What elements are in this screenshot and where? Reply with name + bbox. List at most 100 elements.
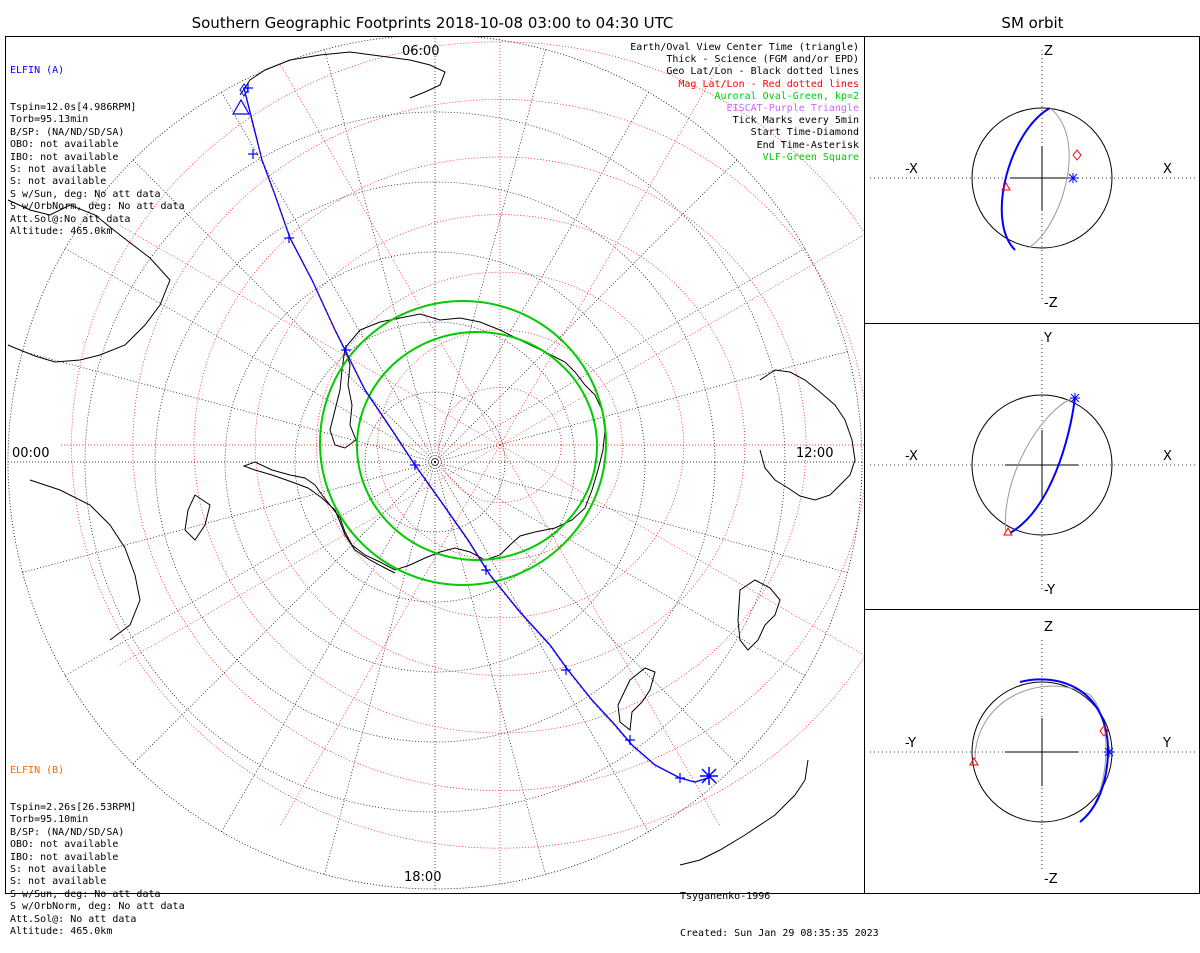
legend-item: VLF-Green Square <box>762 151 859 163</box>
geo-lon-line <box>132 461 436 765</box>
elfin-b-line: S: not available <box>10 864 107 876</box>
tick-mark <box>243 83 253 93</box>
elfin-a-line: Att.Sol@:No att data <box>10 213 131 225</box>
polar-map <box>7 37 864 890</box>
auroral-oval <box>319 300 607 586</box>
page-title: Southern Geographic Footprints 2018-10-0… <box>191 14 674 32</box>
elfin-a-line: OBO: not available <box>10 139 119 151</box>
time-label-top: 06:00 <box>402 44 440 59</box>
end-time-asterisk <box>700 767 718 785</box>
indian-ocean-coast <box>679 759 809 866</box>
elfin-b-line: S: not available <box>10 876 107 888</box>
created-timestamp: Created: Sun Jan 29 08:35:35 2023 <box>680 928 879 940</box>
tick-mark <box>675 773 685 783</box>
mag-lat-circle <box>132 99 864 791</box>
geo-lon-line <box>434 351 848 463</box>
tick-mark <box>248 149 258 159</box>
time-label-right: 12:00 <box>796 446 834 461</box>
geo-lon-line <box>434 461 848 573</box>
elfin-b-line: IBO: not available <box>10 851 119 863</box>
legend: Earth/Oval View Center Time (triangle) Th… <box>630 42 859 164</box>
geo-lon-line <box>434 461 546 875</box>
elfin-a-line: IBO: not available <box>10 151 119 163</box>
elfin-b-line: Att.Sol@: No att data <box>10 913 137 925</box>
sm-orbit-xy <box>870 340 1198 590</box>
geo-lon-line <box>434 461 738 765</box>
elfin-b-line: B/SP: (NA/ND/SD/SA) <box>10 826 125 838</box>
elfin-b-line: Altitude: 465.0km <box>10 926 113 938</box>
mag-lon-line <box>499 63 721 446</box>
elfin-a-line: B/SP: (NA/ND/SD/SA) <box>10 126 125 138</box>
elfin-a-line: Torb=95.13min <box>10 114 89 126</box>
elfin-a-line: S w/Sun, deg: No att data <box>10 188 161 200</box>
geo-lon-line <box>221 92 436 463</box>
legend-item: Mag Lat/Lon - Red dotted lines <box>678 78 859 90</box>
geo-lon-line <box>434 159 738 463</box>
elfin-a-name: ELFIN (A) <box>10 64 65 76</box>
mag-lon-line <box>499 234 864 446</box>
legend-item: Tick Marks every 5min <box>732 115 859 127</box>
elfin-a-info: ELFIN (A) Tspin=12.0s[4.986RPM] Torb=95.1… <box>10 40 185 251</box>
sm2-left-label: -X <box>905 449 918 464</box>
sm-orbit-xz <box>870 50 1198 300</box>
sm1-top-label: Z <box>1044 44 1053 59</box>
tick-mark <box>625 735 635 745</box>
tick-mark <box>284 233 294 243</box>
mag-lon-line <box>118 224 501 446</box>
geo-lon-line <box>65 248 436 463</box>
sm-orbit-title: SM orbit <box>1001 14 1064 32</box>
geo-lon-line <box>434 461 805 676</box>
time-label-left: 00:00 <box>12 446 50 461</box>
view-center-triangle <box>231 98 251 115</box>
legend-item: End Time-Asterisk <box>756 139 859 151</box>
mag-lon-line <box>279 63 501 446</box>
auroral-oval-outer <box>319 300 607 586</box>
legend-item: Earth/Oval View Center Time (triangle) <box>630 42 859 53</box>
geo-lon-line <box>434 49 546 463</box>
elfin-a-line: S w/OrbNorm, deg: No att data <box>10 201 185 213</box>
geo-lon-line <box>22 461 436 573</box>
geo-lon-line <box>65 461 436 676</box>
madagascar-coast <box>184 494 211 541</box>
tick-mark <box>341 345 351 355</box>
geo-lat-circle <box>84 111 786 813</box>
tasmania-coast <box>617 667 656 731</box>
sm3-left-label: -Y <box>905 736 917 751</box>
tick-mark <box>481 565 491 575</box>
legend-item: Auroral Oval-Green, kp=2 <box>714 90 860 102</box>
antarctic-peninsula <box>329 347 357 449</box>
elfin-b-line: S w/OrbNorm, deg: No att data <box>10 901 185 913</box>
australia-coast <box>759 369 856 501</box>
sm3-top-label: Z <box>1044 620 1053 635</box>
legend-item: Geo Lat/Lon - Black dotted lines <box>666 66 859 78</box>
elfin-b-info: ELFIN (B) Tspin=2.26s[26.53RPM] Torb=95.1… <box>10 740 185 951</box>
sm2-bottom-label: -Y <box>1044 583 1056 598</box>
sm1-bottom-label: -Z <box>1044 296 1058 311</box>
time-label-bottom: 18:00 <box>404 870 442 885</box>
sm1-left-label: -X <box>905 162 918 177</box>
geo-lon-line <box>434 461 649 832</box>
mag-lat-circle <box>377 329 623 561</box>
mag-lon-line <box>118 444 501 666</box>
legend-item: EISCAT-Purple Triangle <box>726 103 859 115</box>
mag-lat-circle <box>254 214 746 676</box>
elfin-a-line: Altitude: 465.0km <box>10 226 113 238</box>
geo-lon-line <box>324 49 436 463</box>
geo-lon-line <box>434 92 649 463</box>
elfin-b-line: Tspin=2.26s[26.53RPM] <box>10 802 137 814</box>
tick-mark <box>561 665 571 675</box>
credits: Tsyganenko-1996 Created: Sun Jan 29 08:3… <box>680 866 879 953</box>
elfin-a-line: Tspin=12.0s[4.986RPM] <box>10 102 137 114</box>
south-atlantic-coast <box>29 479 141 641</box>
sm3-right-label: Y <box>1163 736 1171 751</box>
geo-lon-line <box>221 461 436 832</box>
legend-item: Thick - Science (FGM and/or EPD) <box>666 54 859 66</box>
mag-lon-line <box>499 444 721 827</box>
sm2-right-label: X <box>1163 449 1172 464</box>
elfin-b-line: OBO: not available <box>10 839 119 851</box>
sm2-top-label: Y <box>1044 331 1052 346</box>
geo-lon-line <box>434 248 805 463</box>
start-time-diamond <box>239 83 249 97</box>
sm1-right-label: X <box>1163 162 1172 177</box>
legend-item: Start Time-Diamond <box>750 127 859 139</box>
